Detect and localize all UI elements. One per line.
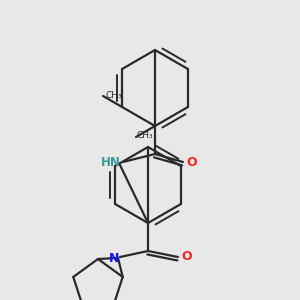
Text: O: O bbox=[186, 155, 196, 169]
Text: HN: HN bbox=[101, 155, 121, 169]
Text: CH₃: CH₃ bbox=[137, 130, 154, 140]
Text: O: O bbox=[181, 250, 192, 263]
Text: CH₃: CH₃ bbox=[105, 92, 122, 100]
Text: N: N bbox=[109, 251, 119, 265]
